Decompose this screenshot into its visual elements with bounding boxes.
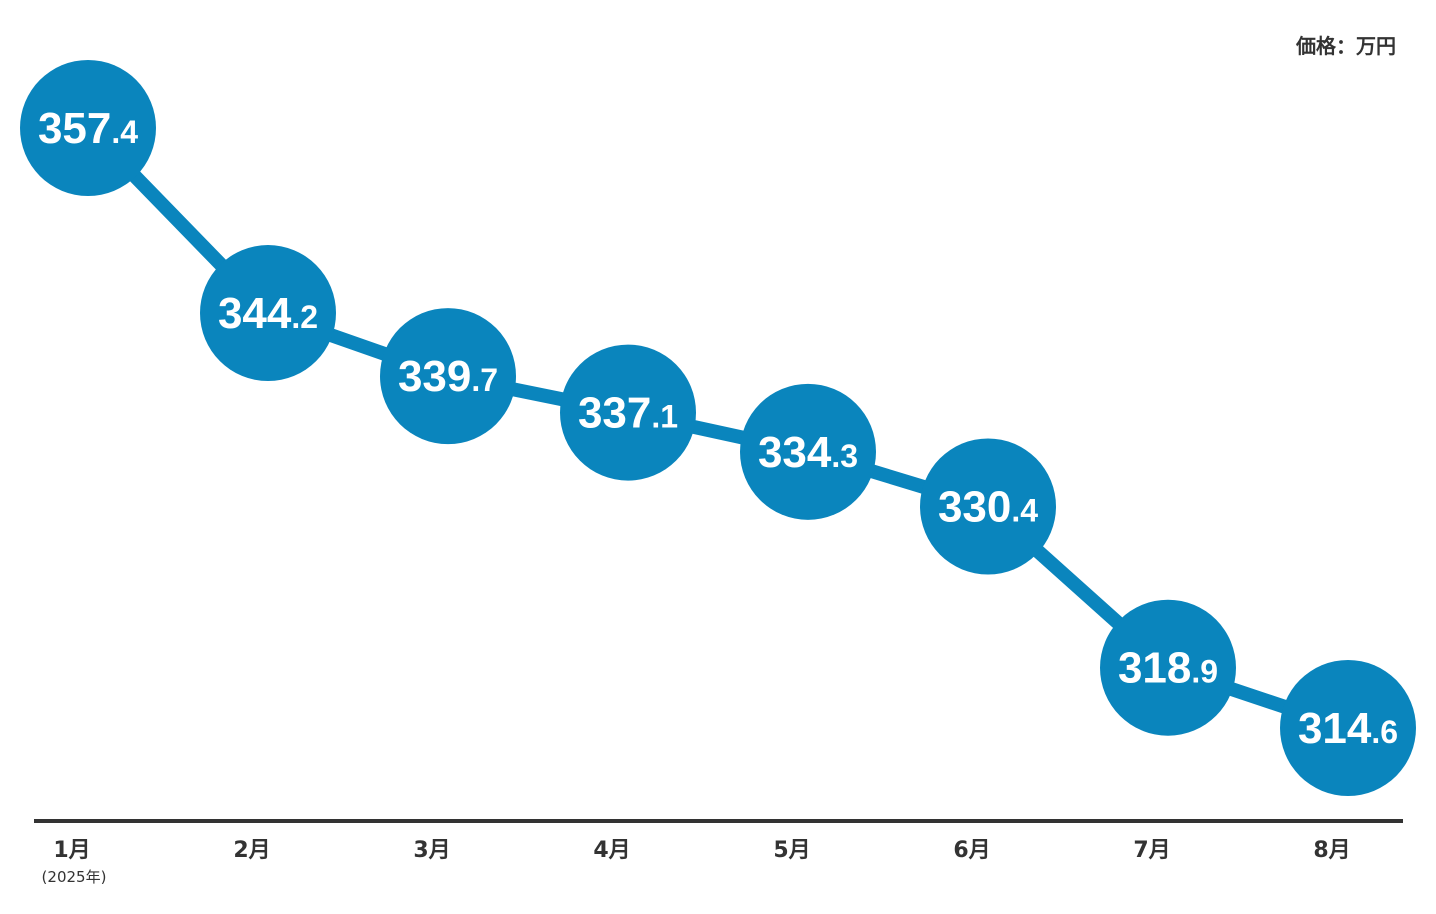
data-label-integer: 334 [758, 428, 832, 477]
data-point: 318.9 [1100, 599, 1236, 736]
x-tick-label: 4月 [593, 838, 630, 863]
data-label-integer: 330 [938, 483, 1011, 532]
data-point-marker [560, 344, 696, 481]
x-tick-label: 1月 [53, 838, 90, 863]
x-tick-label: 5月 [773, 838, 810, 863]
data-label-decimal: .1 [651, 399, 678, 435]
data-point-marker [920, 438, 1056, 575]
data-point-marker [740, 383, 876, 520]
data-point-marker [1280, 660, 1416, 796]
data-label: 337.1 [578, 389, 678, 438]
x-tick-label: 8月 [1313, 838, 1350, 863]
x-tick-label: 3月 [413, 838, 450, 863]
data-point: 339.7 [380, 308, 516, 445]
data-label-decimal: .9 [1191, 654, 1218, 690]
data-label-integer: 339 [398, 352, 471, 401]
data-label-decimal: .6 [1371, 714, 1398, 750]
data-point: 314.6 [1280, 660, 1416, 796]
data-point-marker [1100, 599, 1236, 736]
data-label: 344.2 [218, 289, 318, 338]
data-label: 330.4 [938, 483, 1038, 532]
data-label-decimal: .4 [111, 114, 138, 150]
data-point-marker [200, 245, 336, 382]
data-label: 334.3 [758, 428, 858, 477]
data-point: 337.1 [560, 344, 696, 481]
unit-label: 価格：万円 [1296, 34, 1396, 58]
x-tick-sublabel: (2025年) [42, 868, 107, 886]
data-point: 334.3 [740, 383, 876, 520]
data-label-integer: 318 [1118, 644, 1191, 693]
data-point-marker [380, 308, 516, 445]
data-label-integer: 357 [38, 104, 111, 153]
data-label-decimal: .3 [831, 438, 858, 474]
data-point: 357.4 [20, 60, 156, 196]
x-tick-label: 7月 [1133, 838, 1170, 863]
data-label: 314.6 [1298, 704, 1398, 753]
data-label-integer: 344 [218, 289, 292, 338]
data-label-decimal: .7 [471, 362, 498, 398]
x-axis-ticks: 1月 (2025年) 2月 3月 4月 5月 6月 7月 8月 [42, 838, 1351, 886]
data-point: 330.4 [920, 438, 1056, 575]
data-label-integer: 314 [1298, 704, 1372, 753]
data-label: 339.7 [398, 352, 498, 401]
data-label: 318.9 [1118, 644, 1218, 693]
data-label-decimal: .2 [291, 299, 318, 335]
x-tick-label: 6月 [953, 838, 990, 863]
data-label-integer: 337 [578, 389, 651, 438]
x-tick-label: 2月 [233, 838, 270, 863]
data-label-decimal: .4 [1011, 493, 1038, 529]
data-point: 344.2 [200, 245, 336, 382]
data-label: 357.4 [38, 104, 138, 153]
data-point-marker [20, 60, 156, 196]
